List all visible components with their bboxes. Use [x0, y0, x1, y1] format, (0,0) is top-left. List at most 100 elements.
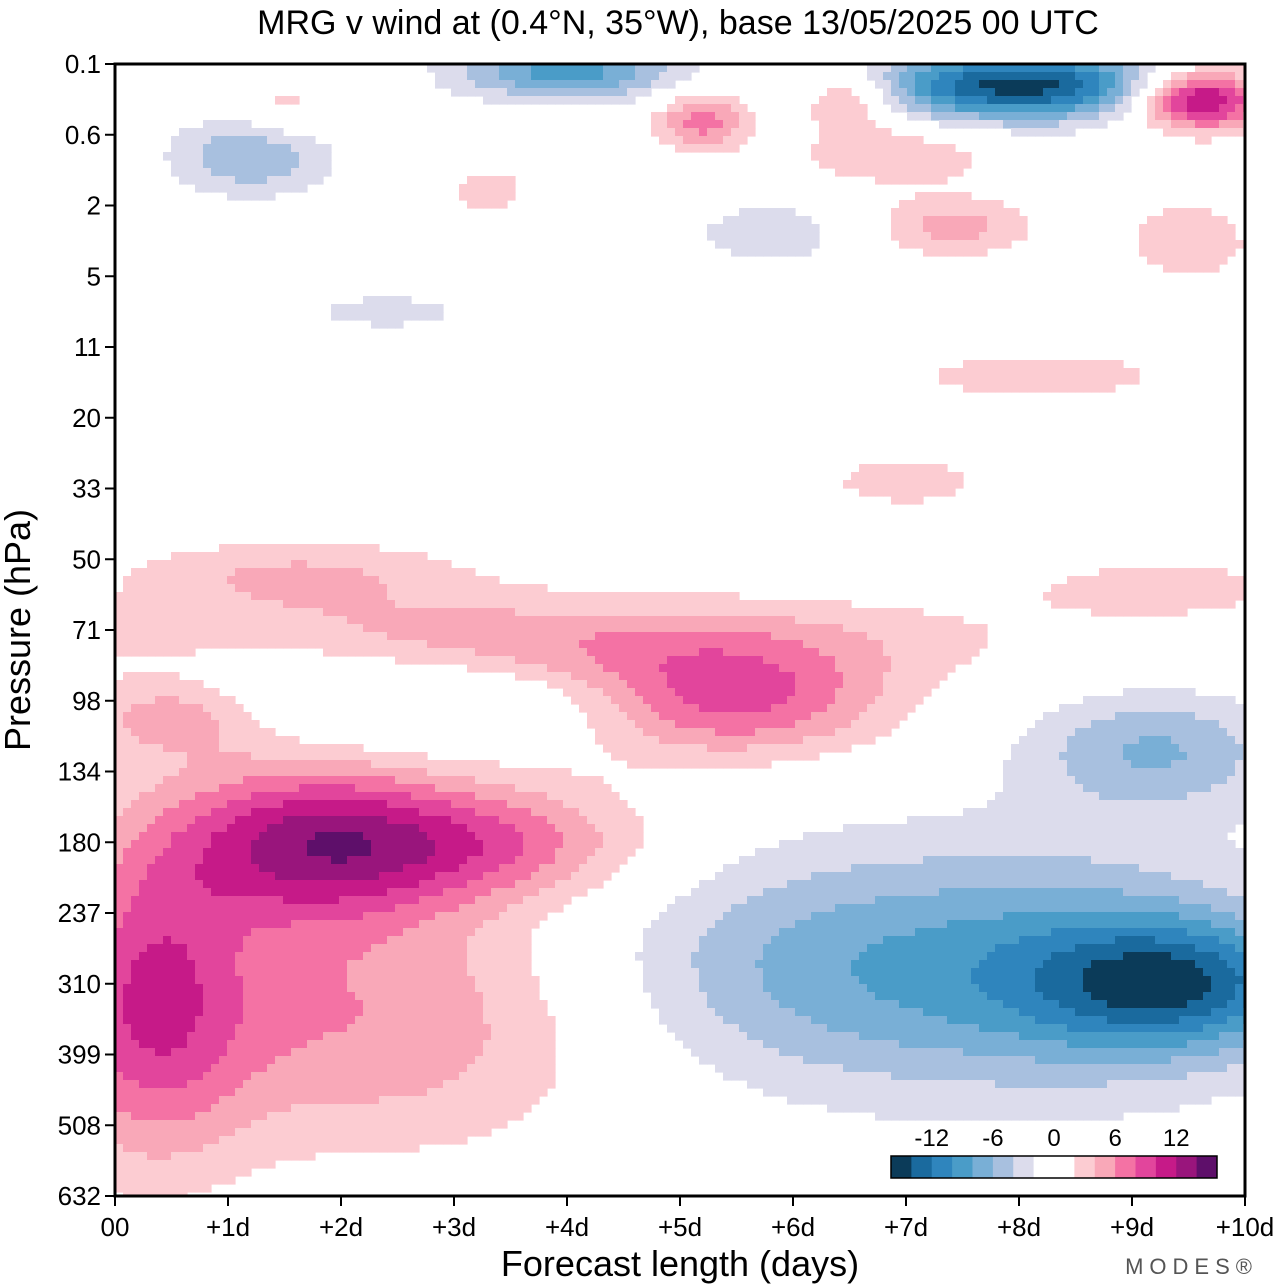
contour-cell: [139, 712, 148, 721]
contour-cell: [443, 760, 452, 769]
contour-cell: [923, 72, 932, 81]
contour-cell: [1203, 800, 1212, 809]
contour-cell: [355, 816, 364, 825]
contour-cell: [971, 360, 980, 369]
contour-cell: [451, 648, 460, 657]
contour-cell: [603, 624, 612, 633]
contour-cell: [627, 80, 636, 89]
contour-cell: [699, 744, 708, 753]
contour-cell: [875, 168, 884, 177]
contour-cell: [1187, 208, 1196, 217]
contour-cell: [179, 680, 188, 689]
contour-cell: [483, 856, 492, 865]
contour-cell: [979, 104, 988, 113]
contour-cell: [1155, 216, 1164, 225]
contour-cell: [251, 840, 260, 849]
contour-cell: [627, 672, 636, 681]
contour-cell: [995, 240, 1004, 249]
contour-cell: [315, 744, 324, 753]
contour-cell: [627, 624, 636, 633]
contour-cell: [219, 136, 228, 145]
contour-cell: [323, 840, 332, 849]
contour-cell: [131, 776, 140, 785]
contour-cell: [771, 744, 780, 753]
contour-cell: [1171, 776, 1180, 785]
contour-cell: [883, 832, 892, 841]
contour-cell: [315, 856, 324, 865]
contour-cell: [1155, 224, 1164, 233]
contour-cell: [115, 760, 124, 769]
contour-cell: [819, 112, 828, 121]
contour-cell: [659, 656, 668, 665]
contour-cell: [1115, 728, 1124, 737]
contour-cell: [187, 616, 196, 625]
contour-cell: [435, 800, 444, 809]
contour-cell: [171, 616, 180, 625]
contour-cell: [707, 96, 716, 105]
contour-cell: [1059, 752, 1068, 761]
contour-cell: [595, 864, 604, 873]
contour-cell: [675, 760, 684, 769]
contour-cell: [859, 840, 868, 849]
contour-cell: [715, 104, 724, 113]
contour-cell: [187, 568, 196, 577]
contour-cell: [1187, 696, 1196, 705]
contour-cell: [531, 840, 540, 849]
contour-cell: [939, 168, 948, 177]
contour-cell: [179, 736, 188, 745]
contour-cell: [1067, 104, 1076, 113]
contour-cell: [891, 96, 900, 105]
chart-title: MRG v wind at (0.4°N, 35°W), base 13/05/…: [257, 4, 1099, 42]
contour-cell: [1195, 720, 1204, 729]
contour-cell: [1011, 792, 1020, 801]
contour-cell: [1195, 592, 1204, 601]
contour-cell: [299, 584, 308, 593]
contour-cell: [787, 736, 796, 745]
contour-cell: [1099, 72, 1108, 81]
contour-cell: [467, 792, 476, 801]
contour-cell: [1027, 832, 1036, 841]
contour-cell: [827, 640, 836, 649]
contour-cell: [715, 720, 724, 729]
contour-cell: [283, 184, 292, 193]
contour-cell: [395, 760, 404, 769]
contour-cell: [819, 688, 828, 697]
contour-cell: [211, 824, 220, 833]
contour-cell: [251, 152, 260, 161]
contour-cell: [1083, 712, 1092, 721]
contour-cell: [1227, 712, 1236, 721]
contour-cell: [859, 664, 868, 673]
contour-cell: [563, 824, 572, 833]
contour-cell: [1203, 720, 1212, 729]
contour-cell: [643, 600, 652, 609]
contour-cell: [219, 752, 228, 761]
contour-cell: [1155, 752, 1164, 761]
contour-cell: [1155, 784, 1164, 793]
contour-cell: [467, 592, 476, 601]
contour-cell: [835, 128, 844, 137]
contour-cell: [1227, 744, 1236, 753]
contour-cell: [971, 816, 980, 825]
contour-cell: [1211, 72, 1220, 81]
contour-cell: [795, 712, 804, 721]
contour-cell: [1099, 88, 1108, 97]
contour-cell: [427, 832, 436, 841]
contour-cell: [1091, 584, 1100, 593]
contour-cell: [1115, 72, 1124, 81]
contour-cell: [915, 856, 924, 865]
contour-cell: [483, 848, 492, 857]
contour-cell: [163, 848, 172, 857]
contour-cell: [843, 648, 852, 657]
contour-cell: [1091, 792, 1100, 801]
contour-cell: [595, 776, 604, 785]
contour-cell: [947, 144, 956, 153]
contour-cell: [139, 768, 148, 777]
contour-cell: [1195, 80, 1204, 89]
contour-cell: [1051, 728, 1060, 737]
contour-cell: [451, 72, 460, 81]
contour-cell: [843, 640, 852, 649]
contour-cell: [235, 848, 244, 857]
contour-cell: [739, 616, 748, 625]
contour-cell: [155, 592, 164, 601]
